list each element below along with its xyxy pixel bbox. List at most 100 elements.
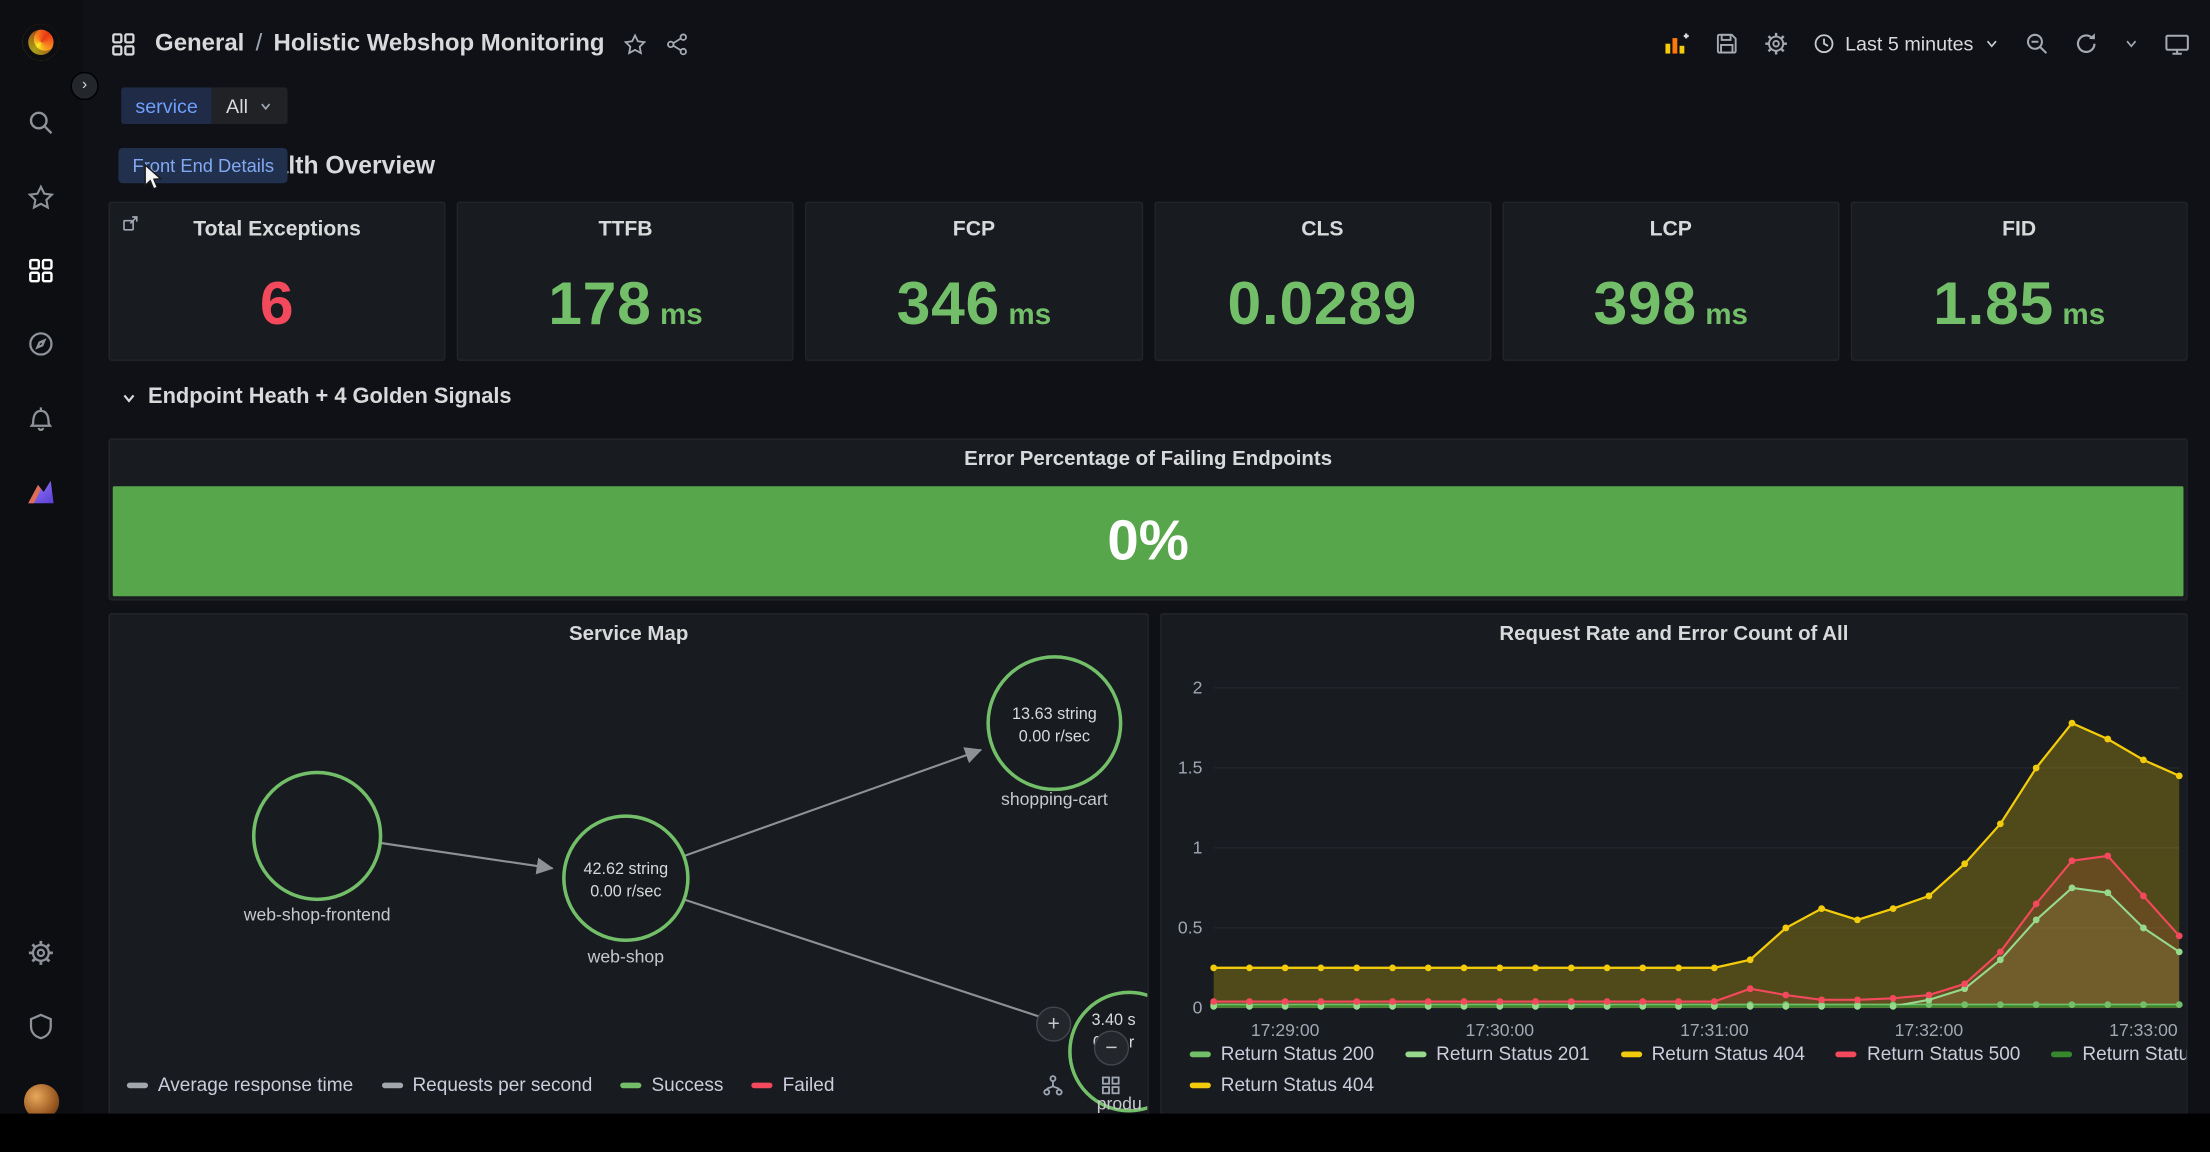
- user-avatar[interactable]: [0, 1083, 82, 1120]
- chart-legend-item[interactable]: Return Status 201: [1405, 1043, 1590, 1064]
- stat-unit: ms: [1705, 298, 1749, 331]
- map-legend-item[interactable]: Failed: [751, 1074, 834, 1095]
- edge-webshop-product: [683, 898, 1070, 1030]
- stat-title: LCP: [1649, 217, 1692, 242]
- stat-value: 398: [1593, 270, 1697, 339]
- map-layout-branch-icon[interactable]: [1042, 1074, 1065, 1104]
- error-percentage-bar: 0%: [112, 486, 2184, 597]
- service-map-panel: Service Map web-shop-frontend 42.62 stri…: [108, 613, 1149, 1117]
- dashboards-icon[interactable]: [0, 257, 82, 285]
- row-endpoint-health[interactable]: Endpoint Heath + 4 Golden Signals: [120, 385, 512, 410]
- legend-color-dash: [381, 1081, 403, 1088]
- apps-grid-icon: [110, 30, 137, 57]
- panel-title[interactable]: Error Percentage of Failing Endpoints: [964, 448, 1333, 471]
- variable-label[interactable]: service: [121, 87, 212, 125]
- stat-title: TTFB: [598, 217, 653, 242]
- map-zoom-in-button[interactable]: +: [1036, 1006, 1072, 1042]
- request-rate-panel: Request Rate and Error Count of All 0 0.5…: [1160, 613, 2188, 1117]
- svg-text:0: 0: [1193, 998, 1203, 1018]
- stat-panel-cls[interactable]: CLS 0.0289: [1153, 201, 1491, 361]
- panel-title[interactable]: Request Rate and Error Count of All: [1499, 623, 1849, 646]
- refresh-icon[interactable]: [2074, 31, 2099, 56]
- svg-text:1.5: 1.5: [1178, 758, 1203, 778]
- chart-legend-item[interactable]: Return Status 404: [1620, 1043, 1805, 1064]
- svg-text:0.00 r/sec: 0.00 r/sec: [1019, 727, 1090, 745]
- stat-panel-fcp[interactable]: FCP 346 ms: [805, 201, 1143, 361]
- chart-legend: Return Status 200 Return Status 201 Return…: [1189, 1043, 2186, 1095]
- svg-text:17:29:00: 17:29:00: [1251, 1020, 1320, 1040]
- kiosk-monitor-icon[interactable]: [2164, 30, 2191, 57]
- chart-legend-item[interactable]: Return Status 500: [1835, 1043, 2020, 1064]
- svg-text:web-shop: web-shop: [587, 947, 665, 967]
- svg-text:42.62 string: 42.62 string: [584, 860, 669, 878]
- sidebar: [0, 0, 82, 1120]
- svg-text:2: 2: [1193, 678, 1203, 698]
- node-shopping-cart[interactable]: 13.63 string 0.00 r/sec shopping-cart: [986, 655, 1123, 809]
- chevron-down-icon: [261, 102, 271, 110]
- legend-color-dash: [1189, 1050, 1211, 1057]
- mouse-cursor: [142, 163, 165, 199]
- map-grid-layout-icon[interactable]: [1099, 1074, 1122, 1104]
- panel-title[interactable]: Service Map: [569, 623, 689, 646]
- stat-panel-fid[interactable]: FID 1.85 ms: [1850, 201, 2188, 361]
- stat-value: 1.85: [1933, 270, 2054, 339]
- chart-legend-item[interactable]: Return Status 200: [2051, 1043, 2186, 1064]
- chart-legend-item[interactable]: Return Status 404: [1189, 1074, 1374, 1095]
- explore-compass-icon[interactable]: [0, 330, 82, 358]
- breadcrumb: General / Holistic Webshop Monitoring: [155, 30, 605, 58]
- chevron-down-icon: [1986, 40, 1997, 48]
- stat-panel-ttfb[interactable]: TTFB 178 ms: [456, 201, 795, 361]
- node-web-shop-frontend[interactable]: web-shop-frontend: [243, 770, 391, 924]
- save-dashboard-icon[interactable]: [1714, 31, 1739, 56]
- grafana-logo-icon[interactable]: [0, 23, 82, 61]
- service-map-canvas[interactable]: web-shop-frontend 42.62 string 0.00 r/se…: [110, 650, 1148, 1115]
- variable-value-dropdown[interactable]: All: [211, 87, 288, 125]
- legend-color-dash: [1835, 1050, 1858, 1057]
- letterbox-strip: [0, 1113, 2210, 1152]
- svg-text:0.5: 0.5: [1178, 918, 1203, 938]
- node-web-shop[interactable]: 42.62 string 0.00 r/sec web-shop: [562, 814, 690, 967]
- stat-unit: ms: [2062, 298, 2106, 331]
- add-panel-icon[interactable]: [1662, 30, 1690, 58]
- time-range-label: Last 5 minutes: [1845, 32, 1974, 55]
- svg-text:1: 1: [1193, 838, 1203, 858]
- map-zoom-out-button[interactable]: −: [1093, 1030, 1130, 1066]
- map-legend-item[interactable]: Average response time: [126, 1074, 353, 1095]
- panel-link-icon[interactable]: [121, 214, 139, 239]
- alerting-bell-icon[interactable]: [0, 403, 82, 432]
- breadcrumb-folder[interactable]: General: [155, 29, 245, 57]
- dashboard-settings-gear-icon[interactable]: [1763, 31, 1788, 56]
- service-map-legend: Average response time Requests per second…: [126, 1074, 834, 1095]
- star-dashboard-icon[interactable]: [623, 32, 647, 56]
- legend-color-dash: [620, 1081, 642, 1088]
- edge-frontend-webshop: [380, 841, 554, 875]
- breadcrumb-dashboard-title[interactable]: Holistic Webshop Monitoring: [273, 29, 605, 57]
- legend-color-dash: [1405, 1050, 1427, 1057]
- stats-row: Total Exceptions 6 TTFB 178 ms FCP 346 ms …: [108, 201, 2188, 361]
- expand-sidebar-button[interactable]: ›: [70, 71, 99, 101]
- stat-title: CLS: [1301, 217, 1344, 242]
- edge-webshop-shoppingcart: [684, 747, 983, 857]
- refresh-interval-chevron-icon[interactable]: [2123, 35, 2140, 52]
- security-shield-icon[interactable]: [0, 1012, 82, 1040]
- share-icon[interactable]: [665, 32, 689, 56]
- map-legend-item[interactable]: Success: [620, 1074, 723, 1095]
- chevron-down-icon: [123, 394, 135, 402]
- svg-text:17:30:00: 17:30:00: [1466, 1020, 1535, 1040]
- stat-panel-total-exceptions[interactable]: Total Exceptions 6: [108, 201, 446, 361]
- stat-panel-lcp[interactable]: LCP 398 ms: [1502, 201, 1840, 361]
- map-legend-item[interactable]: Requests per second: [381, 1074, 592, 1095]
- svg-text:web-shop-frontend: web-shop-frontend: [243, 904, 391, 924]
- stat-title: Total Exceptions: [193, 217, 361, 242]
- settings-gear-icon[interactable]: [0, 939, 82, 967]
- request-rate-chart[interactable]: 0 0.5 1 1.5 2 17:29:00 17:30:00 17:31:00 17:32:0…: [1162, 657, 2187, 1040]
- svg-text:13.63 string: 13.63 string: [1012, 705, 1097, 723]
- time-picker[interactable]: Last 5 minutes: [1813, 32, 2001, 55]
- chart-legend-item[interactable]: Return Status 200: [1189, 1043, 1374, 1064]
- k6-icon[interactable]: [0, 476, 82, 507]
- search-icon[interactable]: [0, 109, 82, 137]
- legend-color-dash: [126, 1081, 149, 1088]
- starred-icon[interactable]: [0, 183, 82, 211]
- zoom-out-time-icon[interactable]: [2024, 31, 2049, 56]
